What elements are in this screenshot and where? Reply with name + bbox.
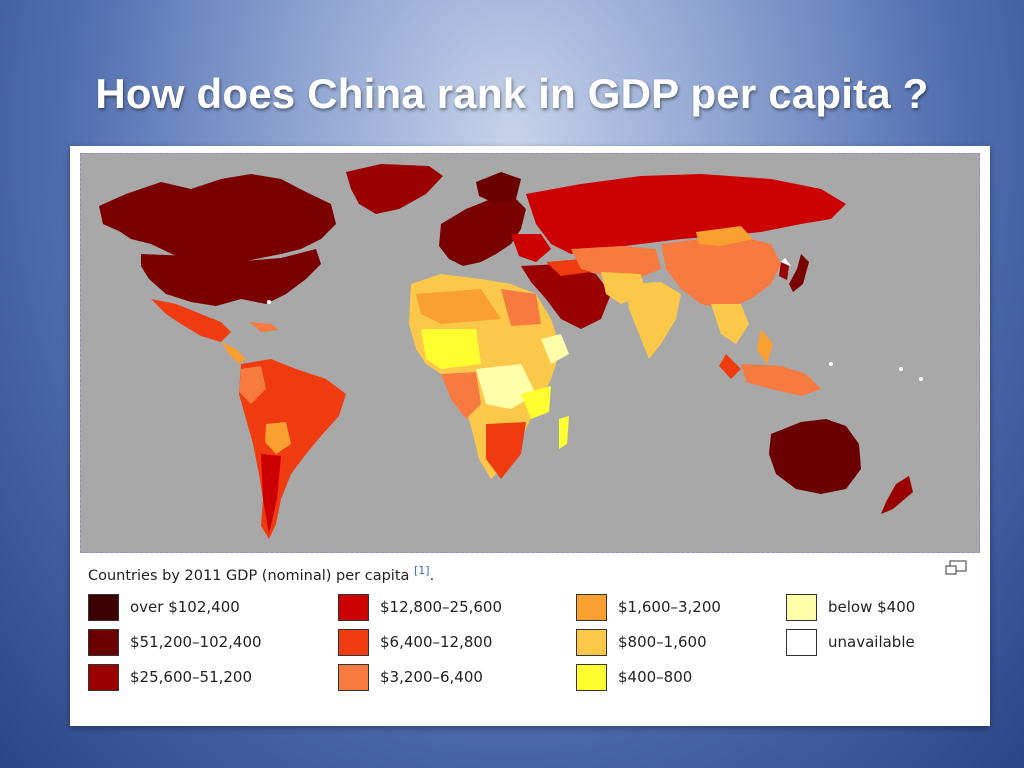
legend-swatch	[786, 629, 817, 656]
reference-link[interactable]: [1]	[414, 564, 430, 577]
region-usa	[141, 249, 321, 306]
legend-label: $25,600–51,200	[130, 668, 253, 686]
slide-title: How does China rank in GDP per capita ?	[95, 70, 929, 117]
map-legend: over $102,400 $51,200–102,400 $25,600–51…	[88, 594, 968, 704]
caption-text: Countries by 2011 GDP (nominal) per capi…	[88, 567, 410, 584]
legend-swatch	[786, 594, 817, 621]
legend-label: unavailable	[828, 633, 915, 651]
map-figure: Countries by 2011 GDP (nominal) per capi…	[70, 146, 990, 726]
region-russia	[526, 174, 846, 254]
region-greenland	[346, 164, 443, 214]
world-map	[80, 153, 980, 553]
legend-label: $51,200–102,400	[130, 633, 262, 651]
legend-label: $400–800	[618, 668, 693, 686]
region-mexico	[151, 299, 231, 342]
legend-label: $1,600–3,200	[618, 598, 721, 616]
legend-swatch	[338, 594, 369, 621]
region-canada	[109, 174, 336, 264]
legend-label: below $400	[828, 598, 916, 616]
map-caption: Countries by 2011 GDP (nominal) per capi…	[88, 564, 434, 584]
legend-label: $6,400–12,800	[380, 633, 493, 651]
legend-swatch	[576, 629, 607, 656]
region-australia	[769, 419, 861, 494]
legend-label: $3,200–6,400	[380, 668, 483, 686]
legend-swatch	[576, 664, 607, 691]
legend-swatch	[88, 594, 119, 621]
legend-label: over $102,400	[130, 598, 240, 616]
region-europe	[439, 194, 526, 266]
legend-swatch	[88, 664, 119, 691]
legend-label: $800–1,600	[618, 633, 707, 651]
enlarge-icon[interactable]	[944, 560, 968, 576]
legend-swatch	[88, 629, 119, 656]
region-india	[626, 282, 681, 359]
legend-swatch	[338, 629, 369, 656]
legend-swatch	[338, 664, 369, 691]
legend-swatch	[576, 594, 607, 621]
legend-label: $12,800–25,600	[380, 598, 503, 616]
caption-period: .	[429, 567, 435, 584]
region-alaska	[99, 194, 146, 232]
region-china	[661, 236, 781, 309]
